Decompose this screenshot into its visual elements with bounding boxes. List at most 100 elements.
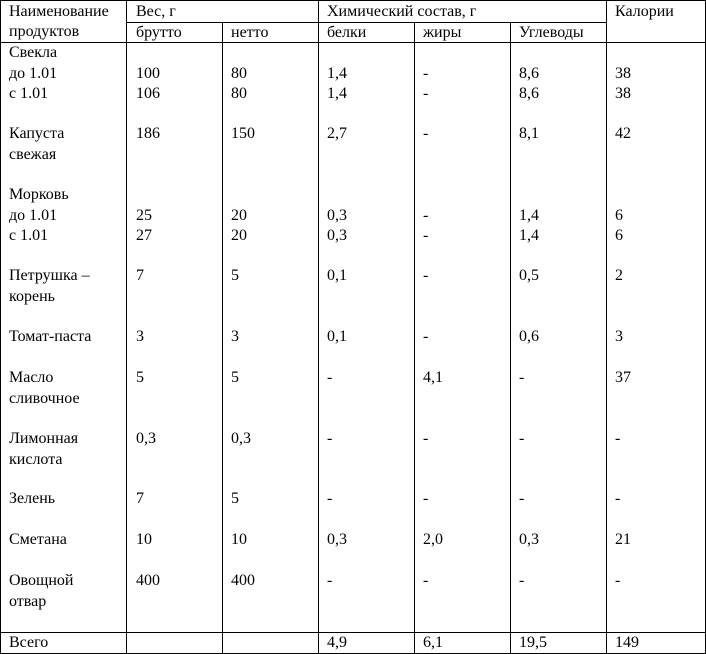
- row-5-calories-line-1: 3: [615, 328, 623, 345]
- row-6-netto-line-1: 5: [231, 369, 239, 386]
- total-protein: 4,9: [327, 634, 347, 651]
- row-1-brutto-line-3: 106: [136, 85, 160, 102]
- row-2-fat-line-1: -: [423, 125, 429, 142]
- row-9-name-line-1: Сметана: [9, 531, 67, 548]
- col-divider-chem: [318, 0, 319, 654]
- row-1-name-line-2: до 1.01: [9, 64, 58, 82]
- header-weight: Вес, г: [136, 3, 176, 20]
- row-6-name-line-2: сливочное: [9, 389, 80, 407]
- row-8-netto-line-1: 5: [231, 490, 239, 507]
- row-1-netto-line-2: 80: [231, 64, 247, 82]
- row-1-protein-line-2: 1,4: [327, 64, 347, 82]
- header-name-line-2: продуктов: [9, 23, 80, 40]
- row-7-name-line-1: Лимонная: [9, 430, 79, 447]
- row-6-fat-line-1: 4,1: [423, 369, 443, 386]
- row-3-protein-line-2: 0,3: [327, 206, 347, 224]
- row-9-calories-line-1: 21: [615, 531, 631, 548]
- header-calories: Калории: [615, 3, 674, 20]
- row-7-carbs-line-1: -: [519, 430, 525, 447]
- row-1-name-line-1: Свекла: [9, 44, 58, 61]
- row-10-calories-line-1: -: [615, 572, 621, 589]
- row-8-calories-line-1: -: [615, 490, 621, 507]
- row-1-netto-line-3: 80: [231, 85, 247, 102]
- header-divider-subheader: [126, 22, 607, 23]
- row-2-calories-line-1: 42: [615, 125, 631, 142]
- row-1-protein-line-3: 1,4: [327, 85, 347, 102]
- row-3-netto-line-3: 20: [231, 227, 247, 244]
- row-1-fat-line-2: -: [423, 64, 429, 82]
- row-3-fat-line-2: -: [423, 206, 429, 224]
- total-divider: [0, 632, 706, 633]
- row-7-name-line-2: кислота: [9, 450, 63, 468]
- row-3-fat-line-3: -: [423, 227, 429, 244]
- row-6-protein-line-1: -: [327, 369, 333, 386]
- total-carbs: 19,5: [519, 634, 547, 651]
- row-8-carbs-line-1: -: [519, 490, 525, 507]
- row-6-carbs-line-1: -: [519, 369, 525, 386]
- row-7-fat-line-1: -: [423, 430, 429, 447]
- table-border-top: [0, 0, 706, 1]
- header-name-line-1: Наименование: [9, 3, 109, 20]
- row-10-carbs-line-1: -: [519, 572, 525, 589]
- row-3-netto-line-2: 20: [231, 206, 247, 224]
- row-6-name-line-1: Масло: [9, 369, 54, 386]
- row-3-protein-line-3: 0,3: [327, 227, 347, 244]
- row-3-name-line-1: Морковь: [9, 186, 69, 203]
- row-5-fat-line-1: -: [423, 328, 429, 345]
- row-9-protein-line-1: 0,3: [327, 531, 347, 548]
- header-divider-bottom: [0, 42, 706, 43]
- header-carbs: Углеводы: [519, 24, 584, 41]
- row-5-netto-line-1: 3: [231, 328, 239, 345]
- table-border-left: [0, 0, 1, 654]
- row-8-protein-line-1: -: [327, 490, 333, 507]
- row-3-calories-line-3: 6: [615, 227, 623, 244]
- row-6-calories-line-1: 37: [615, 369, 631, 386]
- row-7-calories-line-1: -: [615, 430, 621, 447]
- row-3-carbs-line-2: 1,4: [519, 206, 539, 224]
- row-9-netto-line-1: 10: [231, 531, 247, 548]
- row-2-brutto-line-1: 186: [136, 125, 160, 142]
- row-10-name-line-2: отвар: [9, 592, 47, 610]
- row-10-brutto-line-1: 400: [136, 572, 160, 589]
- row-10-netto-line-1: 400: [231, 572, 255, 589]
- row-4-brutto-line-1: 7: [136, 267, 144, 284]
- row-4-protein-line-1: 0,1: [327, 267, 347, 284]
- row-2-carbs-line-1: 8,1: [519, 125, 539, 142]
- row-10-name-line-1: Овощной: [9, 572, 74, 589]
- row-5-protein-line-1: 0,1: [327, 328, 347, 345]
- row-1-brutto-line-2: 100: [136, 64, 160, 82]
- row-3-brutto-line-2: 25: [136, 206, 152, 224]
- row-4-carbs-line-1: 0,5: [519, 267, 539, 284]
- row-9-fat-line-1: 2,0: [423, 531, 443, 548]
- row-2-name-line-2: свежая: [9, 145, 57, 163]
- header-protein: белки: [327, 24, 367, 41]
- row-10-protein-line-1: -: [327, 572, 333, 589]
- row-8-name-line-1: Зелень: [9, 490, 56, 507]
- row-4-name-line-2: корень: [9, 287, 55, 305]
- row-5-carbs-line-1: 0,6: [519, 328, 539, 345]
- row-10-fat-line-1: -: [423, 572, 429, 589]
- row-7-brutto-line-1: 0,3: [136, 430, 156, 447]
- row-1-carbs-line-2: 8,6: [519, 64, 539, 82]
- row-7-netto-line-1: 0,3: [231, 430, 251, 447]
- row-5-name-line-1: Томат-паста: [9, 328, 92, 345]
- row-8-fat-line-1: -: [423, 490, 429, 507]
- col-divider-carbs: [510, 22, 511, 654]
- row-3-carbs-line-3: 1,4: [519, 227, 539, 244]
- row-1-calories-line-3: 38: [615, 85, 631, 102]
- row-4-netto-line-1: 5: [231, 267, 239, 284]
- row-3-name-line-3: с 1.01: [9, 227, 49, 244]
- total-calories: 149: [615, 634, 639, 651]
- row-7-protein-line-1: -: [327, 430, 333, 447]
- header-chem: Химический состав, г: [327, 3, 477, 20]
- header-netto: нетто: [231, 24, 269, 41]
- row-4-name-line-1: Петрушка –: [9, 267, 90, 284]
- row-2-name-line-1: Капуста: [9, 125, 65, 142]
- row-8-brutto-line-1: 7: [136, 490, 144, 507]
- col-divider-netto: [222, 22, 223, 654]
- row-9-brutto-line-1: 10: [136, 531, 152, 548]
- row-5-brutto-line-1: 3: [136, 328, 144, 345]
- header-fat: жиры: [423, 24, 462, 41]
- total-label: Всего: [9, 634, 49, 651]
